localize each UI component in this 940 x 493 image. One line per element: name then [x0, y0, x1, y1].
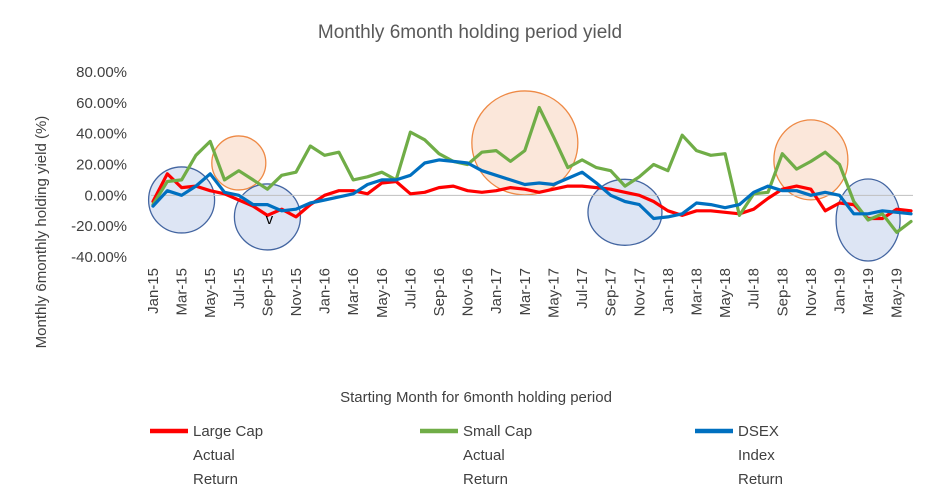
annotations: v	[266, 211, 274, 228]
series-lines	[151, 105, 913, 234]
x-tick-label: Jul-17	[574, 268, 591, 309]
x-tick-label: Sep-18	[774, 268, 791, 316]
highlight-circle-orange-1	[211, 135, 267, 191]
chart-title: Monthly 6month holding period yield	[318, 22, 622, 43]
y-tick-label: 40.00%	[76, 126, 127, 143]
x-tick-label: Mar-17	[517, 268, 534, 316]
x-tick-label: Nov-15	[288, 268, 305, 316]
x-axis-title: Starting Month for 6month holding period	[340, 389, 612, 406]
legend-label: Actual	[193, 447, 235, 464]
x-tick-label: Nov-18	[803, 268, 820, 316]
axes: -40.00% -20.00% 0.00% 20.00% 40.00% 60.00% 80.…	[71, 64, 913, 318]
x-tick-label: Mar-19	[860, 268, 877, 316]
x-tick-label: Jul-16	[402, 268, 419, 309]
x-tick-label: Mar-16	[345, 268, 362, 316]
y-tick-label: -40.00%	[71, 249, 127, 266]
x-tick-label: Jan-15	[145, 268, 162, 314]
annotation-text: v	[266, 211, 274, 228]
legend-label: Actual	[463, 447, 505, 464]
x-tick-label: May-17	[545, 268, 562, 318]
x-tick-label: Jan-17	[488, 268, 505, 314]
x-tick-label: Jan-18	[660, 268, 677, 314]
legend-label: Small Cap	[463, 423, 532, 440]
y-tick-label: 0.00%	[84, 187, 127, 204]
x-tick-label: Jul-18	[746, 268, 763, 309]
x-tick-label: Mar-15	[174, 268, 191, 316]
y-tick-label: 60.00%	[76, 95, 127, 112]
y-axis-title: Monthly 6monthly holding yield (%)	[33, 116, 50, 349]
legend-label: Large Cap	[193, 423, 263, 440]
x-tick-label: Jul-15	[231, 268, 248, 309]
x-tick-label: Sep-15	[259, 268, 276, 316]
x-tick-label: Jan-16	[317, 268, 334, 314]
x-tick-label: May-16	[374, 268, 391, 318]
y-tick-label: -20.00%	[71, 218, 127, 235]
series-line-1	[151, 105, 913, 234]
x-tick-label: Nov-17	[631, 268, 648, 316]
x-tick-label: May-19	[889, 268, 906, 318]
x-tick-label: Mar-18	[688, 268, 705, 316]
x-tick-label: May-15	[202, 268, 219, 318]
highlight-circles	[147, 90, 901, 262]
x-tick-label: May-18	[717, 268, 734, 318]
legend-label: Return	[193, 471, 238, 488]
legend-label: Return	[738, 471, 783, 488]
legend-label: DSEX	[738, 423, 779, 440]
x-tick-label: Jan-19	[831, 268, 848, 314]
x-tick-label: Sep-17	[603, 268, 620, 316]
legend-label: Index	[738, 447, 775, 464]
x-tick-label: Nov-16	[460, 268, 477, 316]
series-line-2	[151, 158, 913, 221]
legend: Large Cap Actual Return Small Cap Actual Retu…	[150, 423, 783, 488]
legend-label: Return	[463, 471, 508, 488]
y-tick-label: 80.00%	[76, 64, 127, 81]
y-tick-label: 20.00%	[76, 157, 127, 174]
x-tick-label: Sep-16	[431, 268, 448, 316]
